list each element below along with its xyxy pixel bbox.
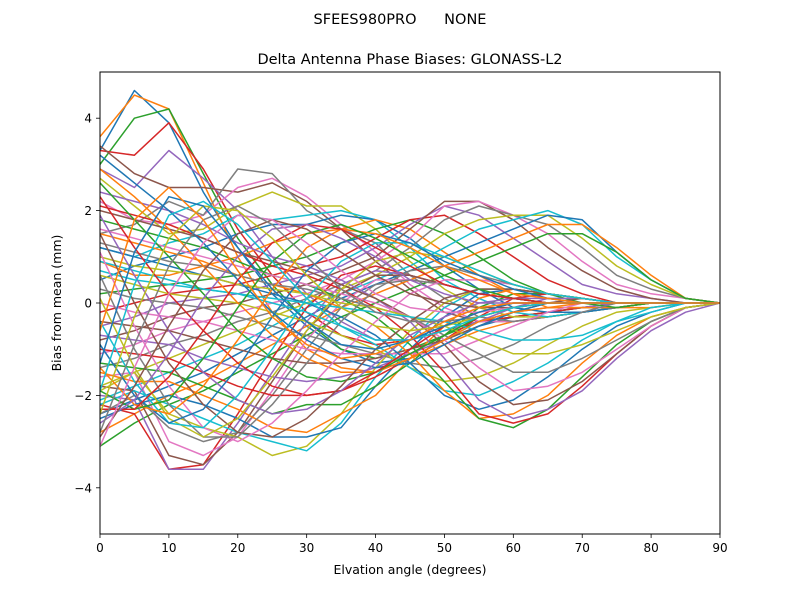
series-line-s50 xyxy=(100,269,720,341)
series-line-s72 xyxy=(100,186,720,360)
y-tick-label: −4 xyxy=(74,481,92,495)
figure-suptitle: SFEES980PRO NONE xyxy=(314,12,487,28)
x-tick-label: 50 xyxy=(437,541,452,555)
x-tick-label: 20 xyxy=(230,541,245,555)
y-axis-label: Bias from mean (mm) xyxy=(49,235,64,372)
x-tick-label: 80 xyxy=(643,541,658,555)
y-tick-label: 0 xyxy=(84,297,92,311)
x-axis-label: Elvation angle (degrees) xyxy=(333,562,486,577)
x-tick-label: 10 xyxy=(161,541,176,555)
x-tick-label: 90 xyxy=(712,541,727,555)
y-axis: −4 −2 0 2 4 xyxy=(74,112,100,495)
series-line-s43 xyxy=(100,219,720,429)
series-line-s23 xyxy=(100,232,720,447)
x-tick-label: 40 xyxy=(368,541,383,555)
chart-title: Delta Antenna Phase Biases: GLONASS-L2 xyxy=(257,52,562,68)
x-tick-label: 0 xyxy=(96,541,104,555)
x-tick-label: 30 xyxy=(299,541,314,555)
x-axis: 0 10 20 30 40 50 60 70 80 90 xyxy=(96,534,728,555)
x-tick-label: 70 xyxy=(575,541,590,555)
x-tick-label: 60 xyxy=(506,541,521,555)
y-tick-label: −2 xyxy=(74,389,92,403)
y-tick-label: 4 xyxy=(84,112,92,126)
y-tick-label: 2 xyxy=(84,204,92,218)
series-layer xyxy=(100,89,720,471)
